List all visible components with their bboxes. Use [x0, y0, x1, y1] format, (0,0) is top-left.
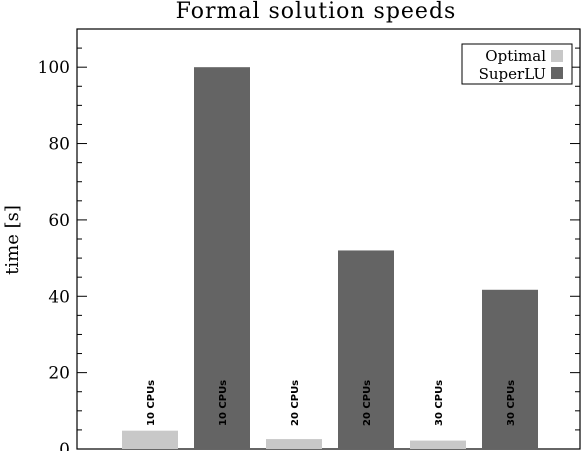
y-tick-label: 100 [38, 58, 70, 78]
bar-optimal-20-cpus [266, 439, 322, 449]
y-tick-label: 60 [48, 211, 70, 231]
y-tick-label: 20 [48, 364, 70, 384]
y-axis-ticks: 0 20 40 60 80 100 [38, 28, 580, 451]
bar-label: 10 CPUs [146, 380, 157, 426]
bar-label: 10 CPUs [218, 380, 229, 426]
bar-optimal-10-cpus [122, 430, 178, 449]
bar-superlu-10-cpus [194, 67, 250, 449]
y-axis-label: time [s] [2, 205, 23, 275]
bars-group: 10 CPUs 10 CPUs 20 CPUs 20 CPUs 30 CPUs 30 CP… [122, 67, 538, 449]
bar-superlu-20-cpus [338, 250, 394, 449]
bar-superlu-30-cpus [482, 289, 538, 449]
bar-optimal-30-cpus [410, 440, 466, 449]
legend-swatch-optimal [551, 50, 563, 62]
legend-label-superlu: SuperLU [479, 65, 546, 83]
y-tick-label: 0 [59, 440, 70, 451]
legend: Optimal SuperLU [461, 43, 573, 85]
bar-label: 20 CPUs [290, 380, 301, 426]
y-tick-label: 80 [48, 135, 70, 155]
legend-swatch-superlu [551, 67, 563, 79]
bar-label: 30 CPUs [434, 380, 445, 426]
chart-title: Formal solution speeds [176, 0, 457, 24]
y-tick-label: 40 [48, 287, 70, 307]
bar-label: 30 CPUs [506, 380, 517, 426]
bar-label: 20 CPUs [362, 380, 373, 426]
legend-label-optimal: Optimal [485, 47, 546, 65]
